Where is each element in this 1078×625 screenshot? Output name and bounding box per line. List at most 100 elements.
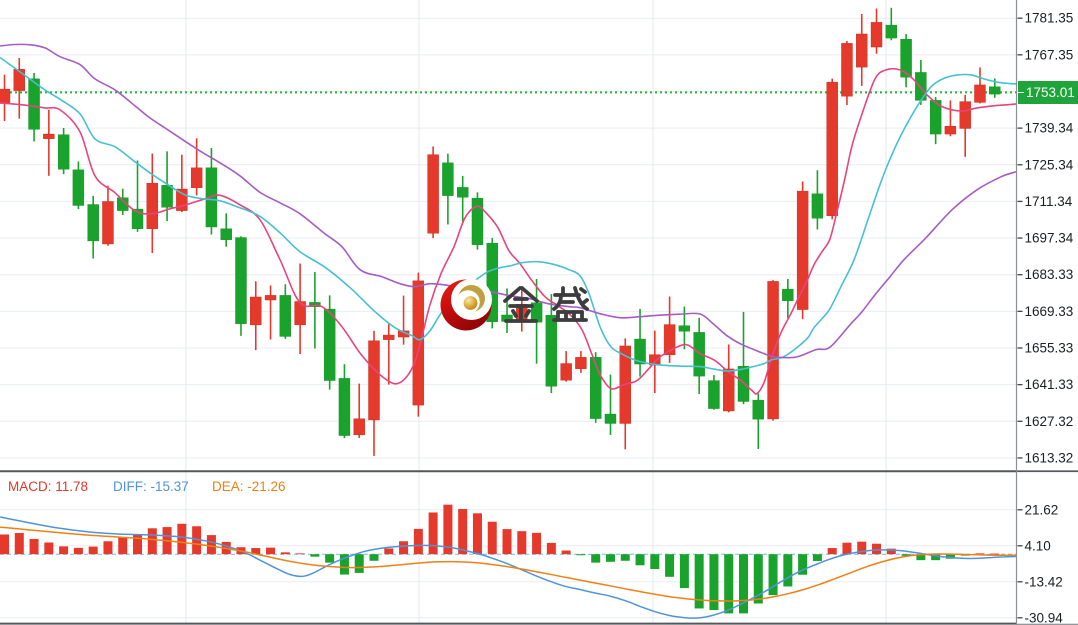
macd-bar xyxy=(88,546,98,555)
current-price-value: 1753.01 xyxy=(1026,84,1075,100)
macd-bar xyxy=(147,528,157,555)
candle-body xyxy=(856,33,868,68)
macd-tick-label: -13.42 xyxy=(1025,574,1063,589)
macd-tick-label: -30.94 xyxy=(1025,610,1064,625)
macd-bar xyxy=(739,554,748,614)
candle-body xyxy=(604,413,617,424)
macd-bar xyxy=(266,547,276,555)
candle-body xyxy=(442,162,454,196)
macd-bar xyxy=(783,554,793,587)
macd-bar xyxy=(931,554,941,561)
macd-bar xyxy=(369,554,379,561)
macd-bar xyxy=(532,532,542,555)
price-tick-label: 1767.35 xyxy=(1025,47,1074,62)
current-price-badge: 1753.01 xyxy=(1018,81,1078,104)
candle-body xyxy=(146,183,159,229)
macd-bar xyxy=(177,523,187,555)
candle-body xyxy=(323,308,336,381)
macd-histogram xyxy=(0,504,1000,614)
candle-body xyxy=(708,380,720,409)
macd-bar xyxy=(0,534,9,555)
macd-bar xyxy=(428,512,438,555)
price-tick-label: 1641.33 xyxy=(1025,377,1074,392)
macd-bar xyxy=(502,529,512,555)
macd-bar xyxy=(857,541,867,555)
macd-bar xyxy=(384,548,394,555)
candle-body xyxy=(663,324,676,356)
candle-body xyxy=(205,167,218,228)
candle-body xyxy=(752,399,764,420)
macd-bar xyxy=(827,548,837,555)
candle-body xyxy=(250,296,262,326)
candle-body xyxy=(575,357,587,369)
candle-body xyxy=(929,100,942,135)
candle-body xyxy=(456,187,469,198)
candle-body xyxy=(353,418,365,436)
macd-bar xyxy=(901,554,911,556)
ma-mid-line xyxy=(0,56,1017,372)
ma-fast-line xyxy=(0,67,1017,395)
macd-bar xyxy=(487,521,497,555)
macd-bar xyxy=(842,542,852,555)
candle-body xyxy=(811,193,824,219)
macd-bar xyxy=(561,550,571,555)
diff-value-label: DIFF: -15.37 xyxy=(113,479,189,494)
candle-body xyxy=(471,197,484,245)
watermark-text xyxy=(503,286,589,323)
macd-bar xyxy=(576,554,586,556)
macd-bar xyxy=(413,528,423,555)
macd-bar xyxy=(990,553,1000,555)
price-tick-label: 1669.33 xyxy=(1025,304,1074,319)
macd-bar xyxy=(29,538,39,555)
macd-bar xyxy=(679,554,689,589)
candle-body xyxy=(826,81,838,216)
macd-bar xyxy=(73,547,83,555)
macd-bar xyxy=(916,554,926,561)
candle-body xyxy=(900,38,912,78)
macd-bar xyxy=(768,554,778,596)
candle-body xyxy=(870,22,883,48)
dea-value-label: DEA: -21.26 xyxy=(212,479,286,494)
macd-bar xyxy=(709,554,719,611)
macd-bar xyxy=(458,508,468,555)
macd-bar xyxy=(443,504,453,555)
candle-body xyxy=(13,69,25,91)
candle-body xyxy=(131,208,144,229)
macd-bar xyxy=(546,542,556,555)
candle-body xyxy=(28,78,40,130)
candle-body xyxy=(43,133,55,139)
price-tick-label: 1739.34 xyxy=(1025,121,1074,136)
macd-bar xyxy=(44,542,54,555)
candle-body xyxy=(338,378,351,436)
candle-body xyxy=(427,154,439,234)
macd-bar xyxy=(310,554,320,557)
macd-bar xyxy=(605,554,615,562)
candle-body xyxy=(693,332,705,377)
macd-bar xyxy=(753,554,763,604)
price-tick-label: 1725.34 xyxy=(1025,157,1074,172)
macd-bar xyxy=(945,554,955,559)
candle-body xyxy=(590,357,602,419)
diff-line xyxy=(0,516,1017,619)
candles xyxy=(0,7,1001,456)
candle-body xyxy=(412,280,425,406)
badge-tick-dash xyxy=(1018,91,1024,94)
candle-body xyxy=(161,185,173,208)
candle-body xyxy=(383,334,395,340)
macd-bar xyxy=(724,554,734,614)
candle-body xyxy=(190,167,203,189)
candle-body xyxy=(723,368,735,412)
macd-bar xyxy=(354,554,364,573)
macd-bar xyxy=(206,535,216,555)
candle-body xyxy=(264,295,277,301)
price-axis-labels: 1781.35 1767.35 1739.34 1725.34 1711.34 1697.… xyxy=(1017,11,1074,625)
macd-bar xyxy=(650,554,660,569)
candle-body xyxy=(235,237,247,324)
macd-bar xyxy=(694,554,704,609)
macd-bar xyxy=(798,554,808,575)
candle-body xyxy=(678,325,691,332)
macd-bar xyxy=(192,526,202,555)
macd-bar xyxy=(635,554,645,566)
